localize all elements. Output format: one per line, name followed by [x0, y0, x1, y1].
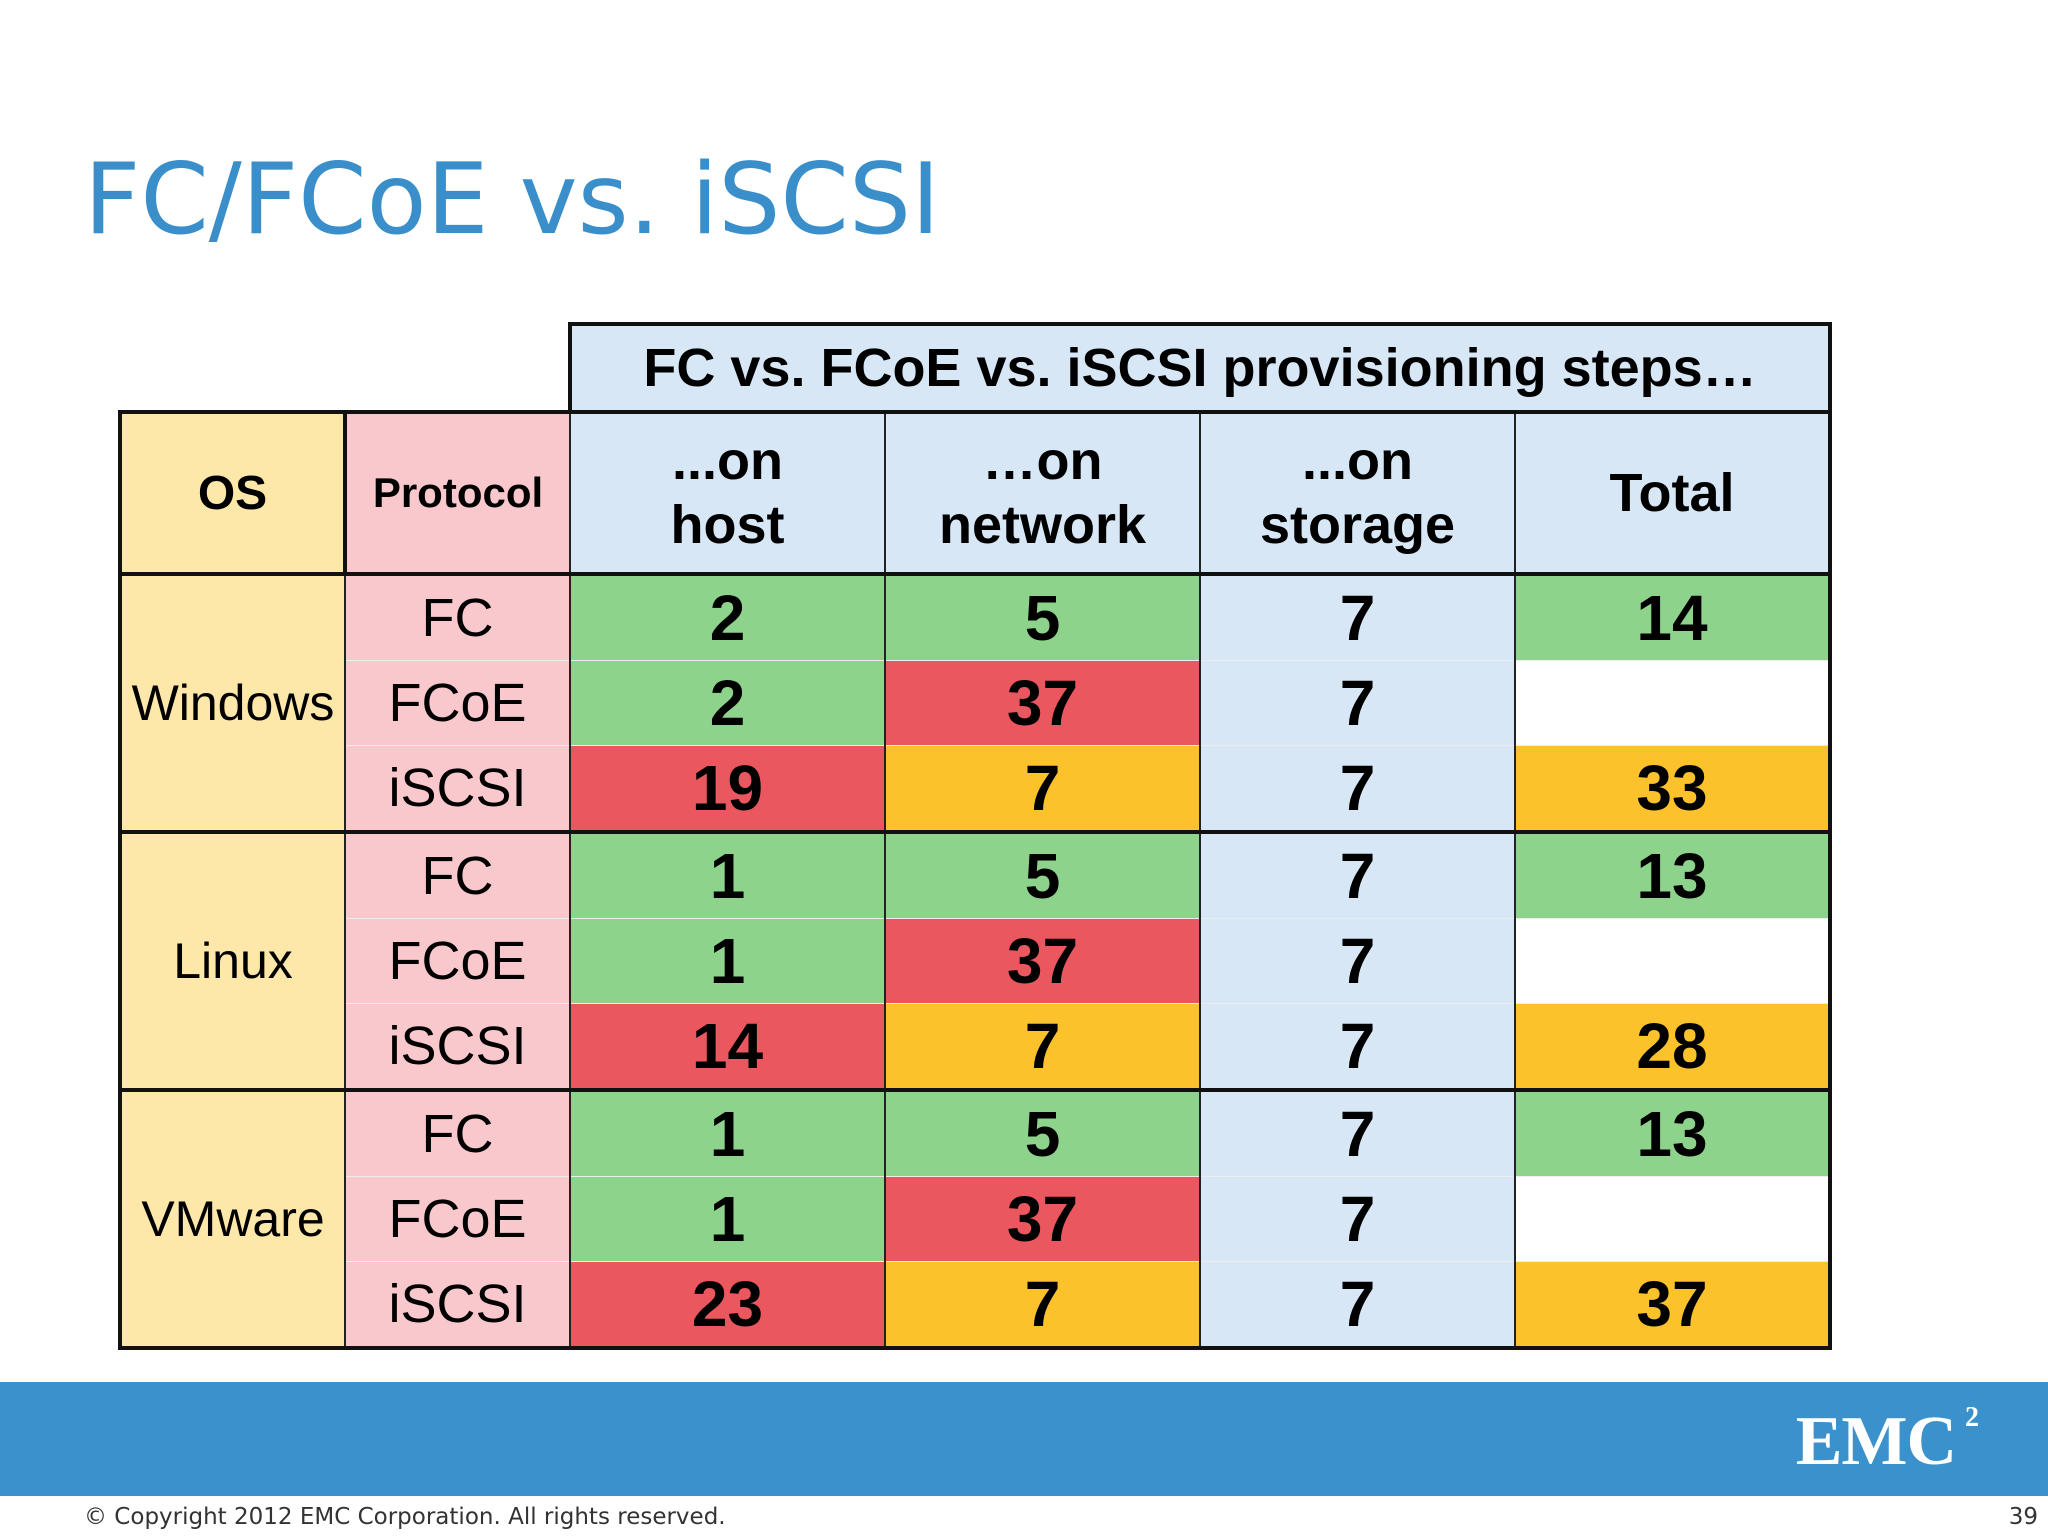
header-on-host-line2: host	[670, 495, 785, 555]
table-row: FCoE 1 37 7	[120, 1176, 1833, 1262]
page-number: 39	[2008, 1504, 2038, 1530]
host-steps-cell: 1	[569, 830, 886, 919]
network-steps-cell: 5	[884, 572, 1201, 661]
header-on-storage: ...on storage	[1199, 410, 1516, 576]
table-title: FC vs. FCoE vs. iSCSI provisioning steps…	[567, 322, 1833, 414]
slide-title: FC/FCoE vs. iSCSI	[84, 143, 940, 257]
table-row: FCoE 2 37 7	[120, 660, 1833, 746]
protocol-cell: iSCSI	[344, 1003, 571, 1092]
table-row: iSCSI 19 7 7 33	[120, 745, 1833, 834]
network-steps-cell: 37	[884, 660, 1201, 746]
network-steps-cell: 7	[884, 1261, 1201, 1350]
protocol-cell: FCoE	[344, 918, 571, 1004]
host-steps-cell: 1	[569, 1088, 886, 1177]
header-on-host: ...on host	[569, 410, 886, 576]
header-protocol: Protocol	[343, 410, 571, 576]
total-steps-cell: 13	[1513, 830, 1833, 919]
protocol-cell: FC	[344, 830, 571, 919]
host-steps-cell: 14	[569, 1003, 886, 1092]
table-row: VMware FC 1 5 7 13	[118, 1088, 1833, 1350]
storage-steps-cell: 7	[1199, 1088, 1516, 1177]
table-corner-blank	[120, 324, 570, 412]
table-row: iSCSI 23 7 7 37	[120, 1261, 1833, 1350]
emc-logo: EMC 2	[1795, 1403, 1979, 1480]
os-cell-vmware: VMware	[118, 1088, 346, 1350]
network-steps-cell: 37	[884, 1176, 1201, 1262]
network-steps-cell: 5	[884, 830, 1201, 919]
host-steps-cell: 1	[569, 918, 886, 1004]
host-steps-cell: 19	[569, 745, 886, 834]
header-on-network-line1: …on	[982, 431, 1103, 491]
total-steps-cell: 14	[1513, 572, 1833, 661]
protocol-cell: iSCSI	[344, 1261, 571, 1350]
header-on-network-line2: network	[938, 495, 1147, 555]
os-cell-windows: Windows	[118, 572, 346, 834]
total-steps-cell: 33	[1513, 745, 1833, 834]
provisioning-steps-table: FC vs. FCoE vs. iSCSI provisioning steps…	[118, 322, 1833, 1350]
storage-steps-cell: 7	[1199, 660, 1516, 746]
header-on-host-line1: ...on	[672, 431, 783, 491]
host-steps-cell: 1	[569, 1176, 886, 1262]
table-row: iSCSI 14 7 7 28	[120, 1003, 1833, 1092]
storage-steps-cell: 7	[1199, 572, 1516, 661]
storage-steps-cell: 7	[1199, 745, 1516, 834]
provisioning-table-area: FC vs. FCoE vs. iSCSI provisioning steps…	[118, 322, 1833, 1350]
total-steps-cell	[1513, 1176, 1833, 1262]
copyright-notice: © Copyright 2012 EMC Corporation. All ri…	[84, 1504, 726, 1530]
total-steps-cell: 28	[1513, 1003, 1833, 1092]
total-steps-cell: 13	[1513, 1088, 1833, 1177]
network-steps-cell: 7	[884, 1003, 1201, 1092]
total-steps-cell: 37	[1513, 1261, 1833, 1350]
os-cell-linux: Linux	[118, 830, 346, 1092]
header-os: OS	[118, 410, 346, 576]
protocol-cell: iSCSI	[344, 745, 571, 834]
host-steps-cell: 23	[569, 1261, 886, 1350]
header-total: Total	[1513, 410, 1833, 576]
network-steps-cell: 7	[884, 745, 1201, 834]
storage-steps-cell: 7	[1199, 1003, 1516, 1092]
protocol-cell: FC	[344, 1088, 571, 1177]
emc-logo-text: EMC	[1795, 1403, 1957, 1480]
host-steps-cell: 2	[569, 660, 886, 746]
storage-steps-cell: 7	[1199, 918, 1516, 1004]
network-steps-cell: 37	[884, 918, 1201, 1004]
header-on-network: …on network	[884, 410, 1201, 576]
total-steps-cell	[1513, 918, 1833, 1004]
network-steps-cell: 5	[884, 1088, 1201, 1177]
table-row: Linux FC 1 5 7 13	[118, 830, 1833, 1092]
storage-steps-cell: 7	[1199, 1176, 1516, 1262]
protocol-cell: FCoE	[344, 1176, 571, 1262]
storage-steps-cell: 7	[1199, 1261, 1516, 1350]
table-row: FCoE 1 37 7	[120, 918, 1833, 1004]
header-on-storage-line2: storage	[1259, 495, 1456, 555]
emc-logo-superscript: 2	[1965, 1402, 1979, 1433]
protocol-cell: FC	[344, 572, 571, 661]
footer-band: EMC 2	[0, 1382, 2048, 1496]
protocol-cell: FCoE	[344, 660, 571, 746]
header-on-storage-line1: ...on	[1302, 431, 1413, 491]
storage-steps-cell: 7	[1199, 830, 1516, 919]
host-steps-cell: 2	[569, 572, 886, 661]
total-steps-cell	[1513, 660, 1833, 746]
table-row: Windows FC 2 5 7 14	[118, 572, 1833, 834]
